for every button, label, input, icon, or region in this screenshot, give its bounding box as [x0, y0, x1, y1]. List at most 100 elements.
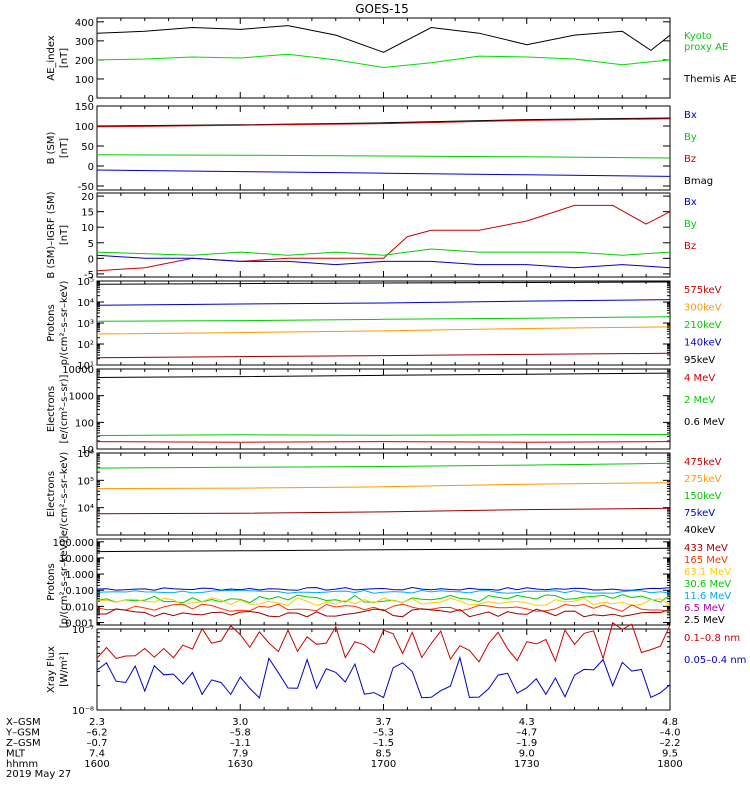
footer-value: 1630	[228, 759, 253, 770]
series-line	[96, 462, 671, 469]
legend-entry: 2.5 MeV	[684, 615, 725, 626]
footer-value: –5.8	[230, 728, 251, 739]
legend-entry: Themis AE	[683, 74, 737, 85]
footer-value: 8.5	[376, 749, 392, 760]
legend-entry: 210keV	[684, 320, 722, 331]
y-axis-label: Protons	[46, 304, 57, 341]
series-line	[96, 547, 671, 553]
y-tick-label: 50	[81, 142, 94, 153]
y-tick-label: 1.000	[65, 570, 94, 581]
series-line	[97, 608, 671, 618]
y-axis-label: Electrons	[46, 471, 57, 517]
panel-frame	[96, 17, 671, 99]
y-tick-label: 10⁴	[77, 504, 94, 515]
y-tick-label: 10⁶	[77, 449, 94, 460]
legend-entry: proxy AE	[684, 42, 728, 53]
series-line	[96, 482, 671, 490]
y-tick-label: -5	[84, 270, 94, 281]
footer-value: 1700	[371, 759, 396, 770]
y-tick-label: -50	[78, 182, 94, 193]
legend-entry: By	[684, 132, 697, 143]
series-line	[96, 316, 671, 322]
legend-entry: By	[684, 219, 697, 230]
series-line	[96, 594, 671, 604]
legend-entry: 4 MeV	[684, 373, 715, 384]
series-line	[96, 299, 671, 306]
y-axis-label: [nT]	[59, 138, 70, 158]
legend-entry: 2 MeV	[684, 395, 715, 406]
y-tick-label: 1000	[69, 392, 94, 403]
footer-value: –4.7	[516, 728, 537, 739]
y-axis-label: [nT]	[59, 225, 70, 245]
series-line	[96, 248, 671, 256]
footer-row-label: X–GSM	[6, 717, 41, 728]
legend-entry: Bx	[684, 110, 697, 121]
y-tick-label: 10⁻⁸	[72, 706, 94, 717]
y-tick-label: 10¹	[77, 361, 94, 372]
footer-value: –1.1	[230, 738, 251, 749]
legend-entry: 95keV	[684, 355, 715, 366]
y-tick-label: 100	[75, 418, 94, 429]
series-line	[96, 507, 671, 515]
footer-value: 1730	[514, 759, 539, 770]
legend-entry: 6.5 MeV	[684, 603, 725, 614]
footer-value: 9.0	[519, 749, 535, 760]
legend-entry: 11.6 MeV	[684, 591, 731, 602]
series-line	[96, 281, 671, 285]
footer-value: –1.5	[373, 738, 394, 749]
y-tick-label: 100.000	[53, 538, 94, 549]
footer-row-label: Z–GSM	[6, 738, 41, 749]
footer-value: 9.5	[662, 749, 678, 760]
y-axis-label: e/(cm²–s–sr–keV)	[59, 452, 70, 537]
chart-title: GOES-15	[355, 2, 409, 16]
y-axis-label: [nT]	[59, 48, 70, 68]
series-line	[96, 586, 671, 591]
footer-value: –5.3	[373, 728, 394, 739]
footer-value: 4.8	[662, 717, 678, 728]
legend-entry: 40keV	[684, 525, 715, 536]
y-tick-label: 10	[81, 445, 94, 456]
y-tick-label: 0.010	[65, 602, 94, 613]
footer-value: 4.3	[519, 717, 535, 728]
footer-value: 1800	[657, 759, 682, 770]
y-tick-label: 0	[88, 162, 94, 173]
y-axis-label: B (SM)	[46, 131, 57, 164]
y-tick-label: 300	[75, 37, 94, 48]
legend-entry: 275keV	[684, 474, 722, 485]
footer-value: 3.0	[232, 717, 248, 728]
y-axis-label: [e/(cm²–s–sr)]	[59, 374, 70, 443]
legend-entry: 150keV	[684, 491, 722, 502]
legend-entry: 30.6 MeV	[684, 579, 731, 590]
y-axis-label: B (SM)–IGRF (SM)	[46, 191, 57, 278]
y-tick-label: 10⁴	[77, 298, 94, 309]
legend-entry: 140keV	[684, 338, 722, 349]
series-line	[96, 169, 671, 177]
legend-entry: Bmag	[684, 176, 713, 187]
footer-date: 2019 May 27	[6, 769, 71, 780]
y-tick-label: 10²	[77, 340, 94, 351]
y-tick-label: 150	[75, 102, 94, 113]
y-axis-label: Xray Flux	[46, 646, 57, 693]
legend-entry: 0.05–0.4 nm	[684, 655, 746, 666]
footer-row-label: MLT	[6, 749, 26, 760]
footer-value: 2.3	[89, 717, 105, 728]
series-line	[96, 53, 671, 69]
y-tick-label: 0	[88, 94, 94, 105]
y-tick-label: 10⁻⁷	[72, 625, 94, 636]
series-line	[96, 117, 671, 127]
series-line	[96, 621, 671, 663]
y-axis-label: [p/(cm²–s–sr–keV)]	[59, 536, 70, 629]
footer-row-label: hhmm	[6, 759, 38, 770]
series-line	[96, 434, 671, 436]
series-line	[96, 352, 671, 359]
legend-entry: 300keV	[684, 303, 722, 314]
series-line	[96, 441, 671, 443]
series-line	[96, 254, 671, 269]
series-line	[96, 372, 671, 378]
footer-value: –0.7	[87, 738, 108, 749]
series-line	[96, 25, 671, 53]
legend-entry: Kyoto	[684, 31, 712, 42]
series-line	[96, 655, 671, 699]
